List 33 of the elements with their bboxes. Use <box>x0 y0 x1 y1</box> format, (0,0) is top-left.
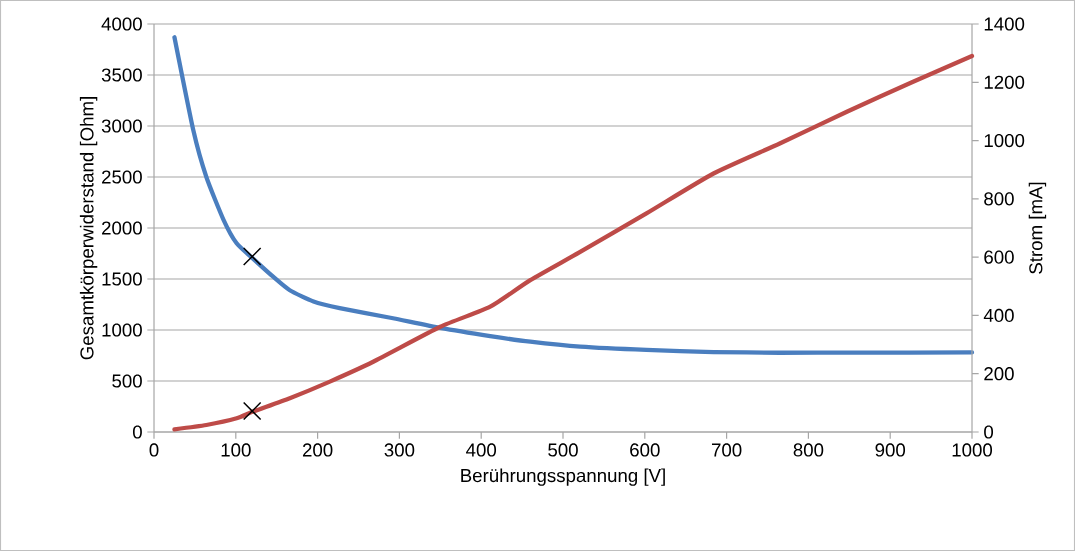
x-tick-label: 1000 <box>952 443 993 457</box>
y2-tick-label: 600 <box>984 250 1014 264</box>
y2-tick-label: 200 <box>984 367 1014 381</box>
y-tick-label: 4000 <box>101 17 142 31</box>
x-tick-label: 500 <box>548 443 578 457</box>
y-tick-label: 2500 <box>102 170 142 184</box>
line-series <box>172 53 975 432</box>
x-axis-title: Berührungsspannung [V] <box>461 468 665 486</box>
y-tick-label: 0 <box>132 425 142 439</box>
y2-axis-title: Strom [mA] <box>1028 182 1047 274</box>
y2-tick-label: 1000 <box>984 133 1025 148</box>
y2-tick-label: 400 <box>983 308 1014 323</box>
x-tick-label: 100 <box>221 443 251 457</box>
x-tick-label: 800 <box>793 443 824 457</box>
y-tick-label: 3000 <box>101 119 142 133</box>
y2-tick-label: 800 <box>984 192 1014 206</box>
line-series <box>172 35 975 355</box>
x-tick-label: 300 <box>384 443 415 457</box>
y2-tick-label: 0 <box>984 425 994 439</box>
y2-tick-label: 1200 <box>984 75 1025 89</box>
y-tick-label: 500 <box>112 374 142 388</box>
x-tick-label: 900 <box>875 443 906 457</box>
y-tick-label: 1000 <box>102 323 142 337</box>
x-tick-label: 200 <box>302 443 333 457</box>
x-tick-label: 600 <box>630 443 660 457</box>
y-axis-title: Gesamtkörperwiderstand [Ohm] <box>79 97 98 360</box>
x-tick-label: 0 <box>149 443 159 457</box>
y-tick-label: 2000 <box>102 221 142 235</box>
y2-tick-label: 1400 <box>984 17 1025 31</box>
y-tick-label: 1500 <box>102 272 142 286</box>
x-tick-label: 400 <box>466 443 497 457</box>
y-tick-label: 3500 <box>101 68 142 82</box>
x-tick-label: 700 <box>711 443 742 457</box>
